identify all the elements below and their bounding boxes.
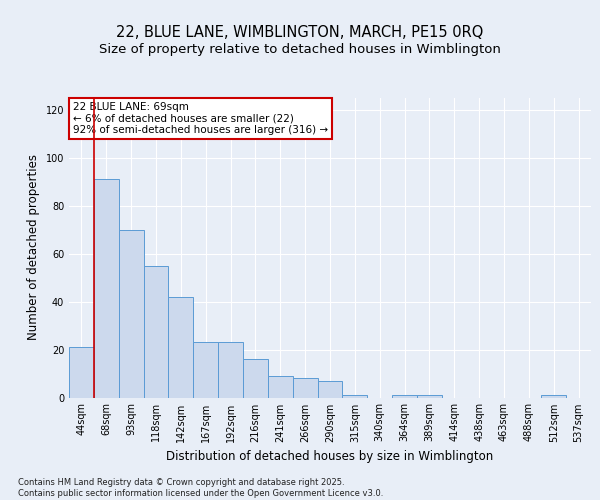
Bar [218, 342, 243, 398]
X-axis label: Distribution of detached houses by size in Wimblington: Distribution of detached houses by size … [166, 450, 494, 463]
Text: Size of property relative to detached houses in Wimblington: Size of property relative to detached ho… [99, 44, 501, 57]
Bar [169, 296, 193, 398]
Bar [392, 395, 417, 398]
Bar [143, 266, 169, 398]
Text: 22, BLUE LANE, WIMBLINGTON, MARCH, PE15 0RQ: 22, BLUE LANE, WIMBLINGTON, MARCH, PE15 … [116, 25, 484, 40]
Bar [317, 380, 343, 398]
Bar [293, 378, 317, 398]
Bar [94, 179, 119, 398]
Bar [119, 230, 143, 398]
Bar [343, 395, 367, 398]
Bar [417, 395, 442, 398]
Y-axis label: Number of detached properties: Number of detached properties [27, 154, 40, 340]
Text: 22 BLUE LANE: 69sqm
← 6% of detached houses are smaller (22)
92% of semi-detache: 22 BLUE LANE: 69sqm ← 6% of detached hou… [73, 102, 328, 135]
Bar [268, 376, 293, 398]
Bar [193, 342, 218, 398]
Bar [541, 395, 566, 398]
Bar [243, 359, 268, 398]
Bar [69, 347, 94, 398]
Text: Contains HM Land Registry data © Crown copyright and database right 2025.
Contai: Contains HM Land Registry data © Crown c… [18, 478, 383, 498]
